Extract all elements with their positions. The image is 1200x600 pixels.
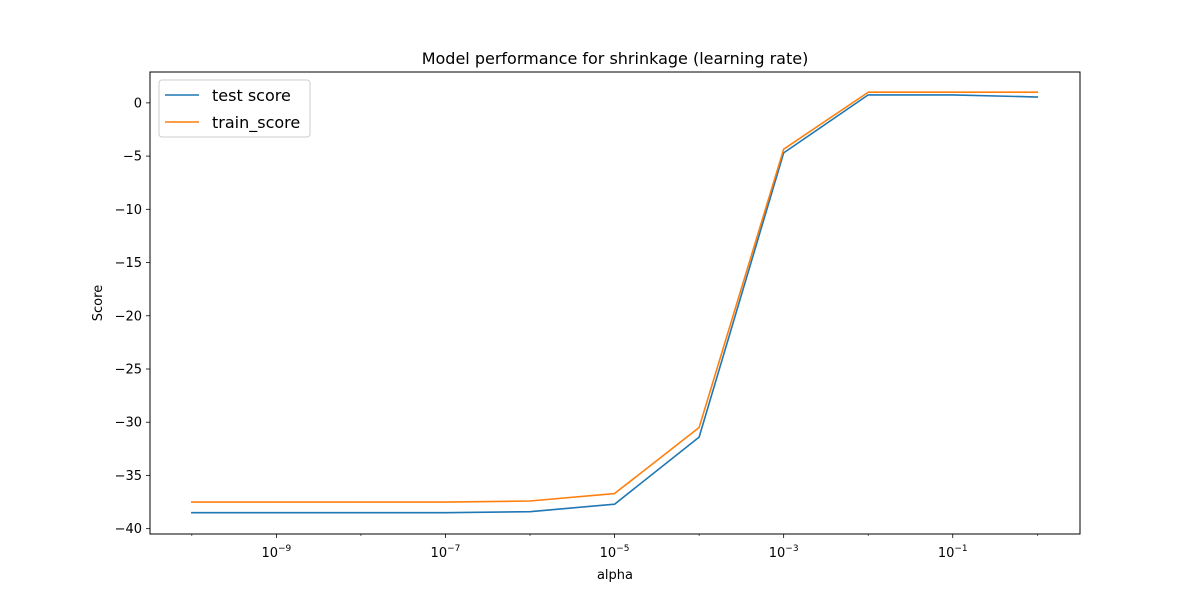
axes-frame: [149, 71, 1081, 535]
x-tick-label-4: 10−1: [938, 544, 968, 561]
legend-label-1: train_score: [212, 113, 300, 133]
series-line-0: [191, 94, 1039, 514]
x-tick-label-0: 10−9: [261, 544, 291, 561]
y-tick-label-4: −20: [115, 309, 142, 324]
chart-title: Model performance for shrinkage (learnin…: [422, 49, 809, 68]
y-tick-label-2: −10: [115, 203, 142, 218]
x-tick-label-1: 10−7: [431, 544, 461, 561]
legend-label-0: test score: [212, 86, 291, 105]
y-tick-label-8: −40: [115, 522, 142, 537]
x-axis: 10−9 10−7 10−5 10−3 10−1: [191, 534, 1038, 561]
y-tick-label-5: −25: [115, 363, 142, 378]
y-tick-label-1: −5: [123, 150, 142, 165]
y-axis-label: Score: [91, 285, 106, 321]
series-line-1: [191, 91, 1039, 503]
y-tick-label-3: −15: [115, 256, 142, 271]
y-tick-label-0: 0: [134, 96, 142, 111]
y-tick-label-7: −35: [115, 469, 142, 484]
legend: test score train_score: [158, 79, 311, 138]
y-axis: 0 −5 −10 −15 −20 −25 −30 −35 −40: [115, 96, 150, 537]
y-tick-label-6: −30: [115, 416, 142, 431]
x-axis-label: alpha: [597, 568, 633, 583]
x-tick-label-2: 10−5: [600, 544, 630, 561]
series-layer: [191, 91, 1039, 514]
plot-area: [149, 71, 1081, 535]
x-tick-label-3: 10−3: [769, 544, 799, 561]
